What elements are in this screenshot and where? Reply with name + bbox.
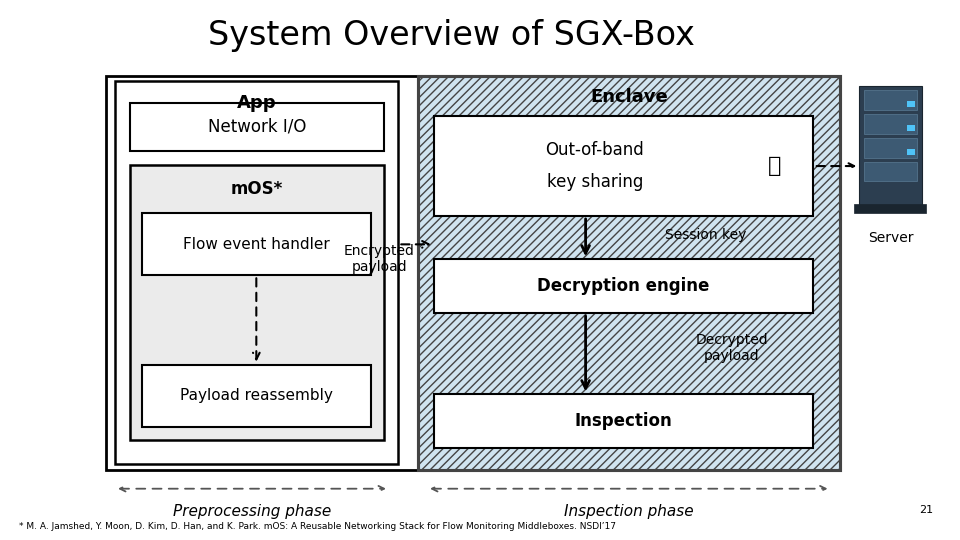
- Text: Enclave: Enclave: [590, 88, 667, 106]
- Text: Inspection: Inspection: [575, 412, 672, 430]
- Text: Decryption engine: Decryption engine: [538, 277, 709, 295]
- Text: Flow event handler: Flow event handler: [183, 237, 329, 252]
- Text: Inspection phase: Inspection phase: [564, 504, 694, 519]
- FancyBboxPatch shape: [864, 138, 917, 158]
- FancyBboxPatch shape: [130, 165, 384, 440]
- FancyBboxPatch shape: [142, 364, 371, 427]
- Text: Out-of-band: Out-of-band: [545, 141, 644, 159]
- FancyBboxPatch shape: [434, 259, 813, 313]
- FancyBboxPatch shape: [854, 204, 926, 213]
- Text: 21: 21: [920, 505, 933, 515]
- FancyBboxPatch shape: [434, 116, 813, 216]
- Text: Payload reassembly: Payload reassembly: [180, 388, 333, 403]
- Text: 🔑: 🔑: [768, 156, 781, 176]
- Text: Session key: Session key: [665, 228, 746, 242]
- Text: Decrypted
payload: Decrypted payload: [695, 333, 768, 363]
- FancyBboxPatch shape: [864, 161, 917, 181]
- FancyBboxPatch shape: [907, 101, 915, 107]
- FancyBboxPatch shape: [418, 76, 840, 470]
- FancyBboxPatch shape: [434, 394, 813, 448]
- Text: Preprocessing phase: Preprocessing phase: [173, 504, 331, 519]
- FancyBboxPatch shape: [907, 125, 915, 131]
- FancyBboxPatch shape: [106, 76, 826, 470]
- FancyBboxPatch shape: [859, 86, 922, 205]
- Text: Network I/O: Network I/O: [207, 118, 306, 136]
- FancyBboxPatch shape: [864, 114, 917, 134]
- Text: System Overview of SGX-Box: System Overview of SGX-Box: [207, 18, 695, 52]
- Text: key sharing: key sharing: [546, 173, 643, 191]
- FancyBboxPatch shape: [864, 90, 917, 110]
- Text: Encrypted
payload: Encrypted payload: [344, 244, 415, 274]
- Text: * M. A. Jamshed, Y. Moon, D. Kim, D. Han, and K. Park. mOS: A Reusable Networkin: * M. A. Jamshed, Y. Moon, D. Kim, D. Han…: [19, 522, 616, 531]
- FancyBboxPatch shape: [130, 103, 384, 151]
- Text: Server: Server: [868, 231, 913, 245]
- FancyBboxPatch shape: [115, 81, 398, 464]
- FancyBboxPatch shape: [142, 213, 371, 275]
- Text: mOS*: mOS*: [230, 180, 283, 198]
- Text: App: App: [237, 93, 276, 112]
- FancyBboxPatch shape: [907, 148, 915, 155]
